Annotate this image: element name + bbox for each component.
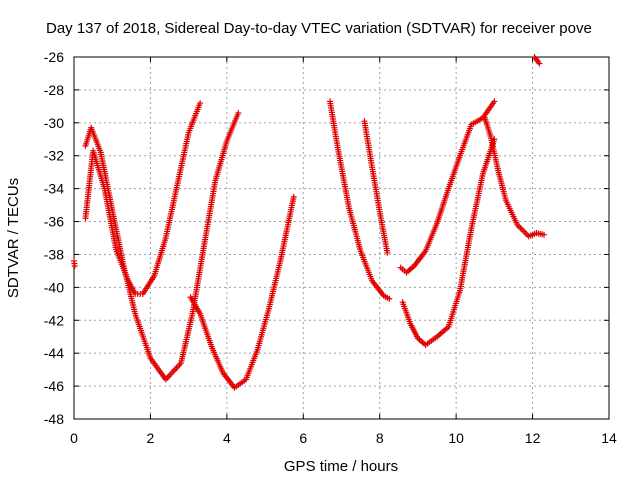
x-tick-label: 6 <box>299 430 307 446</box>
data-point <box>235 109 242 116</box>
plot-frame <box>73 56 610 420</box>
y-tick-label: -46 <box>44 378 64 394</box>
x-tick-label: 12 <box>525 430 541 446</box>
data-point <box>491 98 498 105</box>
data-point <box>386 295 393 302</box>
data-point <box>541 231 548 238</box>
y-tick-label: -30 <box>44 115 64 131</box>
y-tick-label: -28 <box>44 82 64 98</box>
y-tick-label: -26 <box>44 49 64 65</box>
x-tick-label: 8 <box>376 430 384 446</box>
x-tick-label: 14 <box>601 430 617 446</box>
x-tick-label: 10 <box>448 430 464 446</box>
tick-label-layer: 0 2 4 6 8 10 12 14 -26 -28 -30 -32 -34 -36 -38 -40 -42 -4… <box>44 49 617 446</box>
y-tick-label: -40 <box>44 279 64 295</box>
x-tick-label: 2 <box>147 430 155 446</box>
data-point <box>197 100 204 107</box>
data-point <box>491 136 498 143</box>
y-tick-label: -34 <box>44 181 64 197</box>
x-tick-label: 0 <box>70 430 78 446</box>
data-point <box>71 262 78 269</box>
data-point <box>384 249 391 256</box>
y-tick-label: -32 <box>44 148 64 164</box>
y-tick-label: -44 <box>44 345 64 361</box>
x-axis-title: GPS time / hours <box>284 458 398 475</box>
data-point <box>536 60 543 67</box>
chart-title: Day 137 of 2018, Sidereal Day-to-day VTE… <box>46 20 592 37</box>
tick-layer <box>73 56 610 420</box>
data-point <box>290 193 297 200</box>
y-tick-label: -42 <box>44 312 64 328</box>
y-axis-title: SDTVAR / TECUs <box>5 178 22 298</box>
y-tick-label: -38 <box>44 246 64 262</box>
grid-layer <box>74 57 609 419</box>
y-tick-label: -36 <box>44 214 64 230</box>
x-tick-label: 4 <box>223 430 231 446</box>
data-mark-layer <box>71 54 548 391</box>
y-tick-label: -48 <box>44 411 64 427</box>
